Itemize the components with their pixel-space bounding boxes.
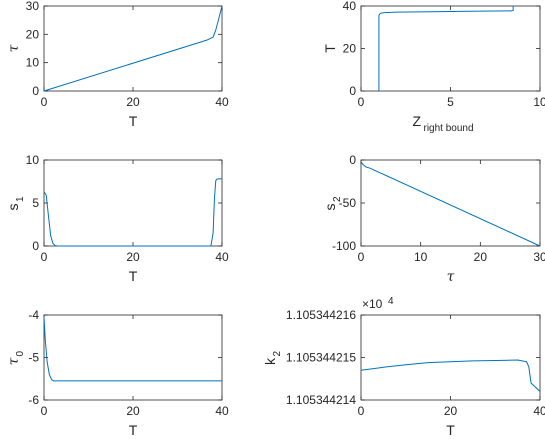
series-line [43, 5, 223, 92]
y-tick-label: -100 [332, 239, 356, 253]
series-line [360, 359, 541, 392]
y-tick-label: -50 [339, 196, 357, 210]
x-tick-label: 20 [126, 250, 140, 264]
x-tick-label: 40 [215, 250, 229, 264]
y-tick-label: 0 [349, 84, 356, 98]
x-tick-label: 5 [447, 95, 454, 109]
x-tick-label: 20 [444, 404, 458, 418]
x-tick-label: 40 [215, 404, 229, 418]
x-tick-label: 10 [533, 95, 545, 109]
y-tick-label: 5 [32, 196, 39, 210]
axes-box [360, 5, 541, 92]
series-line [360, 161, 541, 247]
series-line [43, 178, 222, 247]
xlabel: T [129, 422, 138, 438]
xlabel: T [129, 113, 138, 129]
y-tick-label: -4 [28, 308, 39, 322]
x-tick-label: 0 [358, 250, 365, 264]
series-line [43, 317, 222, 382]
axes-box [43, 5, 223, 92]
axes-box [360, 314, 541, 401]
ylabel: k [262, 357, 278, 365]
exponent-label: ×10 4 [362, 296, 394, 311]
y-tick-label: -5 [28, 351, 39, 365]
subplot-T-vs-Z-right-bound: T Z right bound 0 5 10 0 20 40 [322, 0, 545, 134]
y-tick-label: 1.105344216 [286, 308, 356, 322]
ylabel-subscript: 2 [272, 351, 283, 357]
x-tick-label: 0 [358, 95, 365, 109]
x-tick-label: 30 [533, 250, 545, 264]
subplot-s1-vs-T: s 1 T 0 20 40 0 5 10 [5, 153, 229, 284]
xlabel: T [129, 268, 138, 284]
y-tick-label: 10 [26, 153, 40, 167]
axes-box [43, 159, 223, 247]
ylabel: T [322, 44, 338, 53]
subplot-tau0-vs-T: τ 0 T 0 20 40 -6 -5 -4 [6, 308, 229, 438]
y-tick-label: 1.105344214 [286, 393, 356, 407]
xlabel: T [446, 422, 455, 438]
exponent-base: ×10 [362, 297, 383, 311]
axes-box [43, 314, 223, 401]
x-tick-label: 20 [474, 250, 488, 264]
ylabel-subscript: 1 [15, 196, 26, 202]
y-tick-label: 20 [26, 27, 40, 41]
subplot-tau-vs-T: τ T 0 20 40 0 10 20 30 [6, 0, 229, 129]
y-tick-label: 10 [26, 56, 40, 70]
y-tick-label: 0 [32, 84, 39, 98]
x-tick-label: 20 [126, 95, 140, 109]
xlabel: τ [447, 269, 455, 285]
y-tick-label: 0 [32, 239, 39, 253]
axes-box [360, 159, 541, 247]
ylabel: τ [6, 44, 22, 52]
xlabel: Z [413, 113, 422, 129]
subplot-s2-vs-tau: s 2 τ 0 10 20 30 -100 -50 0 [322, 153, 545, 285]
y-tick-label: 1.105344215 [286, 351, 356, 365]
x-tick-label: 40 [533, 404, 545, 418]
x-tick-label: 10 [414, 250, 428, 264]
x-tick-label: 0 [358, 404, 365, 418]
ylabel: τ [6, 357, 22, 365]
ylabel: s [5, 204, 21, 211]
exponent-power: 4 [388, 296, 394, 307]
subplot-k2-vs-T: k 2 T ×10 4 0 20 40 1.105344214 1.105344215 1… [262, 296, 545, 438]
y-tick-label: -6 [28, 393, 39, 407]
y-tick-label: 0 [349, 153, 356, 167]
ylabel-subscript: 2 [332, 196, 343, 202]
ylabel: s [322, 204, 338, 211]
x-tick-label: 40 [215, 95, 229, 109]
x-tick-label: 0 [41, 250, 48, 264]
y-tick-label: 20 [343, 42, 357, 56]
y-tick-label: 30 [26, 0, 40, 13]
x-tick-label: 0 [41, 95, 48, 109]
ylabel-subscript: 0 [15, 351, 26, 357]
y-tick-label: 40 [343, 0, 357, 13]
x-tick-label: 0 [41, 404, 48, 418]
xlabel-subscript: right bound [424, 123, 474, 134]
series-line [378, 6, 514, 91]
x-tick-label: 20 [126, 404, 140, 418]
